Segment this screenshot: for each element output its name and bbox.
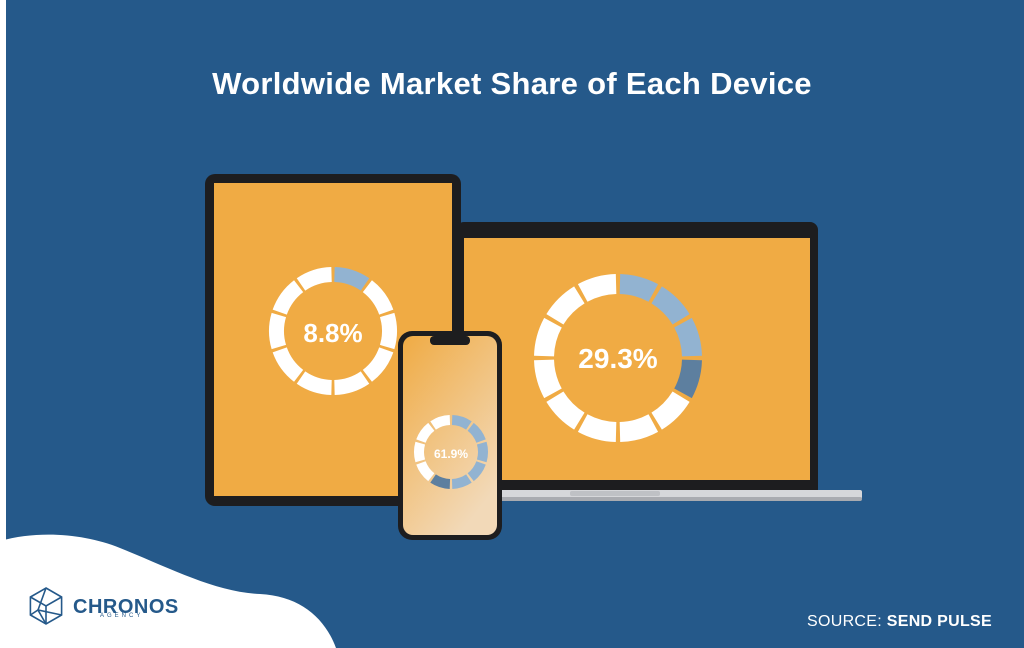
donut-filled-segment — [467, 461, 486, 482]
laptop — [456, 222, 862, 501]
donut-empty-segment — [414, 441, 426, 463]
donut-empty-segment — [546, 391, 585, 430]
donut-empty-segment — [269, 312, 287, 350]
donut-phone — [414, 415, 488, 489]
donut-tablet — [269, 267, 397, 395]
donut-empty-segment — [577, 274, 617, 302]
donut-filled-segment — [334, 267, 370, 291]
donut-empty-segment — [296, 371, 332, 395]
donut-empty-segment — [362, 347, 394, 382]
source-label: SOURCE: — [807, 613, 882, 630]
brand-name: CHRONOS — [73, 596, 179, 618]
phone — [398, 331, 502, 540]
donut-empty-segment — [272, 347, 304, 382]
donut-empty-segment — [362, 280, 394, 315]
source-credit: SOURCE: SEND PULSE — [807, 613, 992, 631]
donut-empty-segment — [430, 415, 451, 430]
donut-empty-segment — [546, 286, 585, 325]
laptop-share-label: 29.3% — [578, 343, 657, 374]
donut-empty-segment — [416, 461, 435, 482]
donut-empty-segment — [272, 280, 304, 315]
donut-empty-segment — [534, 317, 562, 357]
chart-title: Worldwide Market Share of Each Device — [212, 66, 812, 101]
donut-filled-segment — [430, 474, 451, 489]
donut-filled-segment — [451, 474, 472, 489]
source-name: SEND PULSE — [886, 613, 992, 630]
donut-filled-segment — [674, 317, 702, 357]
donut-filled-segment — [651, 286, 690, 325]
donut-empty-segment — [577, 414, 617, 442]
donut-filled-segment — [619, 274, 659, 302]
donut-filled-segment — [467, 422, 486, 443]
donut-empty-segment — [619, 414, 659, 442]
donut-empty-segment — [379, 312, 397, 350]
brand-subtitle: AGENCY — [100, 613, 144, 619]
donut-empty-segment — [416, 422, 435, 443]
donut-filled-segment — [674, 359, 702, 399]
donut-empty-segment — [534, 359, 562, 399]
corner-wave — [0, 534, 336, 648]
phone-notch — [430, 336, 470, 345]
phone-share-label: 61.9% — [434, 447, 468, 461]
donut-filled-segment — [476, 441, 488, 463]
left-edge — [0, 0, 6, 648]
tablet-share-label: 8.8% — [303, 318, 362, 348]
donut-empty-segment — [651, 391, 690, 430]
donut-filled-segment — [451, 415, 472, 430]
donut-empty-segment — [334, 371, 370, 395]
phone-screen — [403, 336, 497, 535]
donut-laptop — [534, 274, 702, 442]
donut-empty-segment — [296, 267, 332, 291]
chronos-logo-icon — [29, 587, 63, 625]
